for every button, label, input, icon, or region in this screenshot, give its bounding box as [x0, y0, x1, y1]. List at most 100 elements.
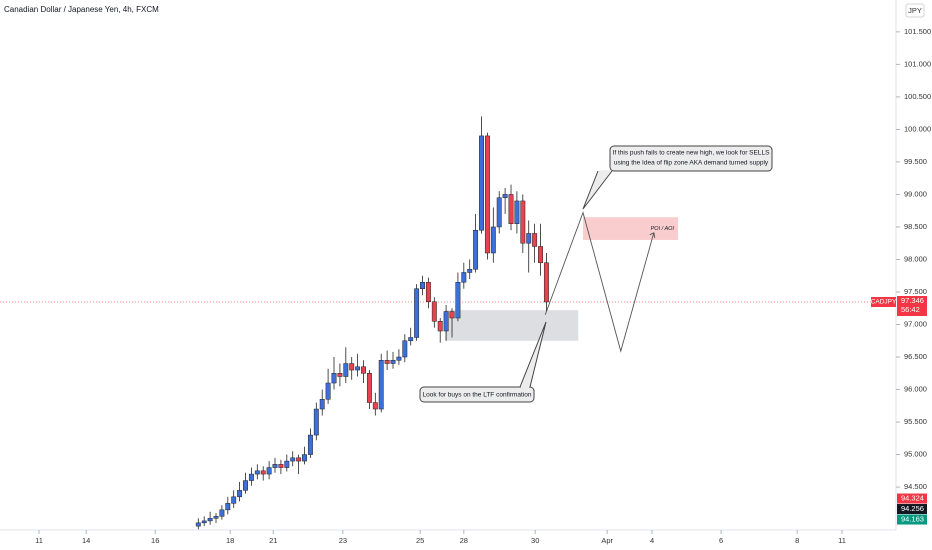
- candle-body: [526, 233, 532, 244]
- symbol-tag: [871, 297, 896, 308]
- x-tick-label: 11: [35, 536, 43, 545]
- x-tick-label: Apr: [601, 536, 613, 545]
- symbol: CADJPY: [871, 299, 897, 306]
- y-tick-label: 99.000: [904, 189, 927, 198]
- candle-body: [420, 281, 425, 289]
- candle-body: [307, 434, 313, 455]
- y-tick-label: 101.500: [904, 27, 931, 36]
- candle-body: [325, 382, 331, 400]
- y-tick-label: 95.000: [904, 450, 927, 459]
- candle-body: [543, 262, 549, 303]
- candle-body: [237, 490, 243, 498]
- candle-body: [396, 356, 402, 361]
- price-tag-label: 94.324: [901, 494, 924, 503]
- candle-body: [479, 135, 484, 231]
- candle-body: [538, 246, 543, 263]
- candle-body: [349, 363, 355, 371]
- last-price-tag: [897, 296, 927, 317]
- candle-body: [496, 197, 502, 228]
- zone-label: POI / AOI: [651, 226, 675, 232]
- candle-body: [195, 522, 201, 527]
- candle-body: [414, 288, 420, 338]
- y-tick-label: 98.500: [904, 222, 927, 231]
- y-tick-label: 94.500: [904, 482, 927, 491]
- candle-body: [372, 402, 378, 410]
- last-price: 97.346: [901, 296, 924, 305]
- candle-body: [366, 373, 372, 403]
- candle-body: [337, 373, 343, 377]
- candle-body: [443, 311, 449, 332]
- candle-body: [402, 340, 408, 358]
- projection-path: [544, 211, 655, 353]
- callout-box: [609, 145, 773, 172]
- x-tick-label: 18: [226, 536, 234, 545]
- x-tick-label: 8: [795, 536, 799, 545]
- callout-pointer: [519, 321, 547, 388]
- candle-body: [243, 480, 248, 491]
- arrow-head: [649, 232, 656, 238]
- candle-body: [473, 229, 479, 270]
- price-tag: [897, 514, 927, 525]
- price-tag-label: 94.256: [901, 504, 924, 513]
- candle-body: [260, 470, 266, 475]
- annotation: Look for buys on the LTF confirmation: [423, 392, 532, 399]
- candle-body: [520, 200, 526, 244]
- x-tick-label: 21: [269, 536, 277, 545]
- x-tick-label: 11: [838, 536, 846, 545]
- x-tick-label: 23: [339, 536, 347, 545]
- candle-body: [461, 272, 467, 283]
- candle-body: [467, 268, 473, 273]
- y-tick-label: 97.000: [904, 319, 927, 328]
- candle-body: [278, 464, 284, 468]
- candle-body: [272, 464, 278, 468]
- candle-body: [361, 366, 366, 374]
- candle-body: [484, 135, 490, 254]
- candle-body: [331, 373, 337, 384]
- y-tick-label: 99.500: [904, 157, 927, 166]
- candle-body: [225, 503, 231, 511]
- y-tick-label: 95.500: [904, 417, 927, 426]
- currency-button[interactable]: [905, 3, 925, 18]
- candle-body: [290, 457, 296, 462]
- x-tick-label: 4: [650, 536, 654, 545]
- candle-body: [431, 301, 437, 322]
- zone: [444, 310, 579, 341]
- currency[interactable]: JPY: [908, 6, 922, 15]
- candle-body: [201, 520, 207, 524]
- candle-body: [408, 337, 414, 342]
- candle-body: [437, 321, 443, 332]
- x-tick-label: 16: [151, 536, 159, 545]
- annotation: using the Idea of flip zone AKA demand t…: [614, 160, 769, 167]
- y-tick-label: 101.000: [904, 59, 931, 68]
- price-tag-label: 94.163: [901, 515, 924, 524]
- callout-box: [419, 386, 535, 403]
- candle-body: [248, 473, 254, 481]
- candle-body: [425, 281, 431, 302]
- candle-body: [390, 360, 396, 364]
- y-tick-label: 96.500: [904, 352, 927, 361]
- candle-body: [219, 509, 225, 517]
- x-tick-label: 6: [719, 536, 723, 545]
- candle-body: [449, 311, 455, 319]
- candle-body: [508, 194, 514, 224]
- y-tick-label: 100.000: [904, 124, 931, 133]
- callout-pointer: [582, 170, 613, 210]
- x-tick-label: 28: [460, 536, 468, 545]
- candle-body: [490, 226, 496, 254]
- candle-body: [319, 399, 325, 410]
- candle-body: [502, 194, 508, 198]
- y-tick-label: 96.000: [904, 385, 927, 394]
- candle-body: [455, 281, 461, 319]
- chart-title: Canadian Dollar / Japanese Yen, 4h, FXCM: [4, 5, 159, 14]
- candle-body: [231, 496, 237, 504]
- x-tick-label: 14: [82, 536, 90, 545]
- x-tick-label: 25: [416, 536, 424, 545]
- candle-body: [302, 454, 307, 462]
- candle-body: [213, 516, 219, 519]
- price-tag: [897, 493, 927, 504]
- candle-body: [296, 457, 302, 462]
- x-tick-label: 30: [531, 536, 539, 545]
- y-tick-label: 100.500: [904, 92, 931, 101]
- candle-body: [313, 408, 319, 436]
